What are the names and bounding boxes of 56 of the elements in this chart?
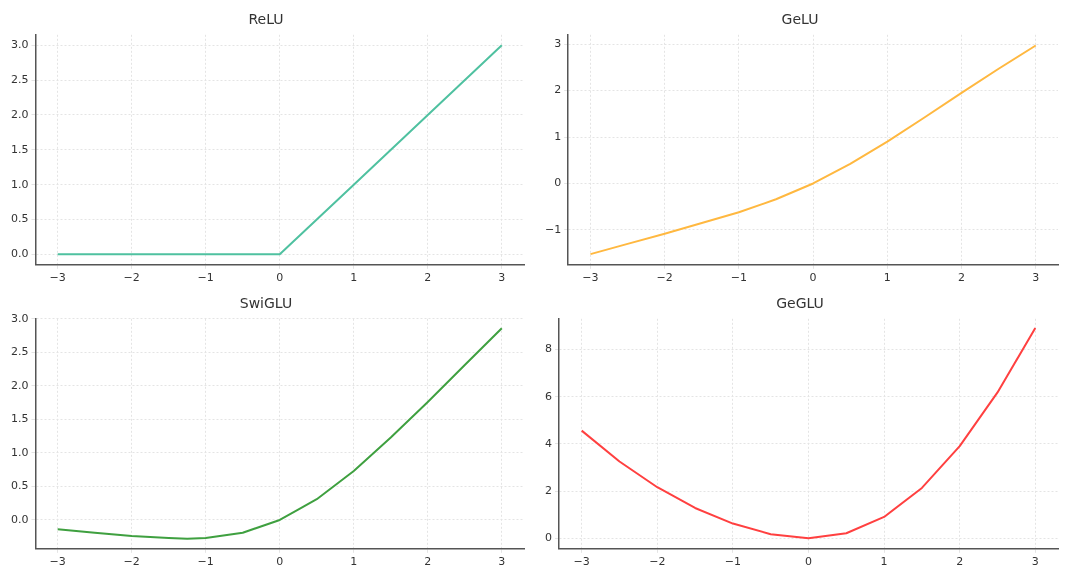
x-tick-label: 1 xyxy=(883,271,891,285)
y-tick-label: 8 xyxy=(545,342,552,356)
x-tick-label: 0 xyxy=(276,555,284,569)
x-tick-label: −3 xyxy=(573,555,590,569)
x-tick-label: 0 xyxy=(805,555,812,569)
x-tick-label: −2 xyxy=(123,271,140,285)
y-tick-label: 1.0 xyxy=(10,177,29,191)
x-tick-label: 3 xyxy=(498,271,506,285)
y-tick-label: 2 xyxy=(545,483,552,497)
x-tick-label: 1 xyxy=(350,271,358,285)
x-tick-label: −3 xyxy=(582,271,599,285)
x-tick-label: −1 xyxy=(197,555,214,569)
x-tick-label: 3 xyxy=(1032,271,1040,285)
y-tick-label: 3.0 xyxy=(10,38,29,52)
x-tick-label: −2 xyxy=(649,555,666,569)
y-tick-label: 2.5 xyxy=(10,345,29,359)
chart-title: GeLU xyxy=(781,11,819,28)
x-tick-label: 3 xyxy=(498,555,506,569)
x-tick-label: −1 xyxy=(197,271,214,285)
y-tick-label: 2.5 xyxy=(10,72,29,86)
x-tick-label: 0 xyxy=(276,271,284,285)
x-tick-label: 2 xyxy=(958,271,966,285)
x-tick-label: 2 xyxy=(956,555,964,569)
y-tick-label: 1 xyxy=(554,129,562,143)
y-tick-label: 0.0 xyxy=(10,512,29,526)
y-tick-label: 0.0 xyxy=(10,247,29,261)
x-tick-label: −3 xyxy=(49,271,66,285)
chart-title: GeGLU xyxy=(776,295,824,312)
x-tick-label: 1 xyxy=(880,555,888,569)
y-tick-label: 0.5 xyxy=(10,479,29,493)
y-tick-label: 3 xyxy=(554,36,562,50)
chart-title: ReLU xyxy=(248,11,284,28)
y-tick-label: 6 xyxy=(545,389,552,403)
y-tick-label: 3.0 xyxy=(10,311,29,325)
x-tick-label: −3 xyxy=(49,555,66,569)
x-tick-label: −1 xyxy=(724,555,741,569)
y-tick-label: 1.5 xyxy=(10,412,29,426)
y-tick-label: −1 xyxy=(545,222,562,236)
chart-title: SwiGLU xyxy=(239,295,293,312)
x-tick-label: −1 xyxy=(730,271,748,285)
y-tick-label: 4 xyxy=(545,436,552,450)
y-tick-label: 0 xyxy=(545,531,552,545)
y-tick-label: 0.5 xyxy=(10,212,29,226)
y-tick-label: 1.0 xyxy=(10,445,29,459)
x-tick-label: 2 xyxy=(424,555,432,569)
x-tick-label: 0 xyxy=(809,271,817,285)
y-tick-label: 2.0 xyxy=(10,107,29,121)
x-tick-label: 3 xyxy=(1031,555,1039,569)
x-tick-label: 2 xyxy=(424,271,432,285)
x-tick-label: 1 xyxy=(350,555,358,569)
x-tick-label: −2 xyxy=(656,271,673,285)
y-tick-label: 2.0 xyxy=(10,378,29,392)
x-tick-label: −2 xyxy=(123,555,140,569)
y-tick-label: 1.5 xyxy=(10,142,29,156)
y-tick-label: 0 xyxy=(554,176,562,190)
y-tick-label: 2 xyxy=(554,83,562,97)
